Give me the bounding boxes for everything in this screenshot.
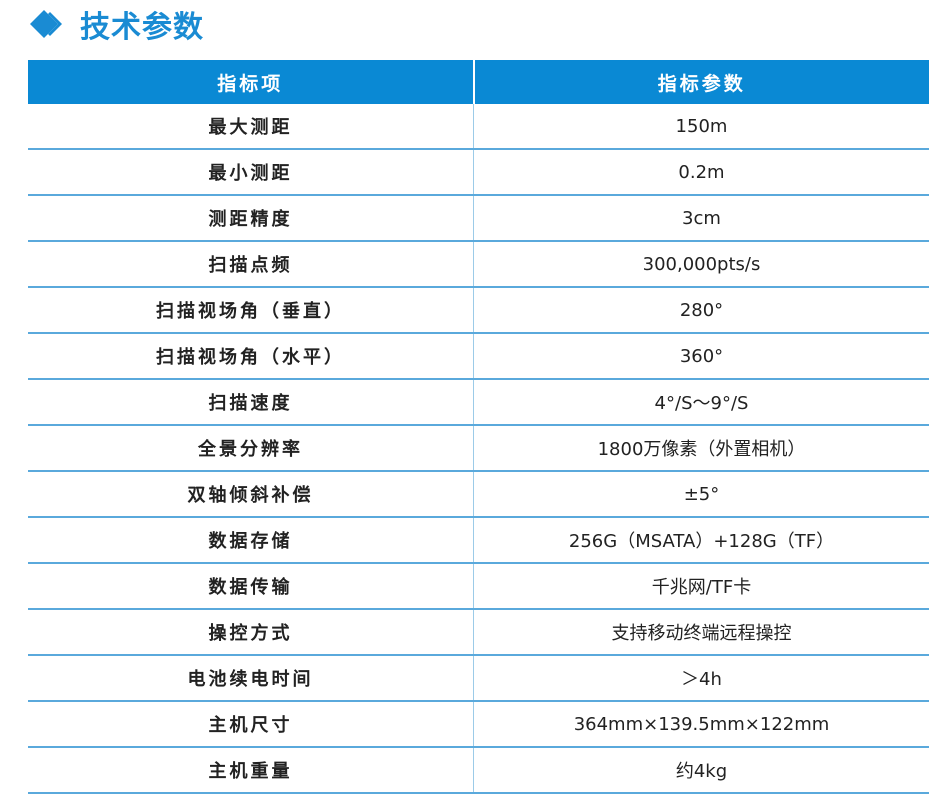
header-item: 指标项 bbox=[28, 60, 475, 104]
table-row: 最大测距 150m bbox=[28, 104, 929, 150]
spec-value: 360° bbox=[473, 333, 929, 380]
table-row: 扫描视场角（垂直） 280° bbox=[28, 287, 929, 334]
table-row: 扫描速度 4°/S～9°/S bbox=[28, 379, 929, 426]
header-value: 指标参数 bbox=[473, 60, 929, 104]
spec-name: 数据存储 bbox=[28, 517, 474, 564]
spec-value: 3cm bbox=[473, 195, 929, 242]
table-row: 扫描视场角（水平） 360° bbox=[28, 333, 929, 380]
table-row: 电池续电时间 ＞4h bbox=[28, 655, 929, 702]
page-title: 技术参数 bbox=[80, 10, 204, 45]
spec-name: 数据传输 bbox=[28, 563, 474, 610]
table-row: 测距精度 3cm bbox=[28, 195, 929, 242]
table-row: 主机尺寸 364mm×139.5mm×122mm bbox=[28, 701, 929, 748]
spec-value: 约4kg bbox=[473, 747, 929, 794]
spec-name: 扫描视场角（垂直） bbox=[28, 287, 474, 334]
spec-value: 256G（MSATA）+128G（TF） bbox=[473, 517, 929, 564]
table-row: 扫描点频 300,000pts/s bbox=[28, 241, 929, 288]
spec-value: 千兆网/TF卡 bbox=[473, 563, 929, 610]
spec-name: 主机尺寸 bbox=[28, 701, 474, 748]
spec-name: 主机重量 bbox=[28, 747, 474, 794]
table-row: 全景分辨率 1800万像素（外置相机） bbox=[28, 425, 929, 472]
spec-value: 280° bbox=[473, 287, 929, 334]
spec-name: 扫描速度 bbox=[28, 379, 474, 426]
spec-name: 电池续电时间 bbox=[28, 655, 474, 702]
section-title: 技术参数 bbox=[28, 4, 204, 45]
spec-value: 4°/S～9°/S bbox=[473, 379, 929, 426]
table-row: 主机重量 约4kg bbox=[28, 747, 929, 794]
table-row: 双轴倾斜补偿 ±5° bbox=[28, 471, 929, 518]
table-row: 最小测距 0.2m bbox=[28, 149, 929, 196]
spec-table: 指标项 指标参数 最大测距 150m 最小测距 0.2m 测距精度 3cm 扫描点频 300,… bbox=[28, 60, 929, 794]
spec-value: 150m bbox=[473, 104, 929, 150]
spec-name: 测距精度 bbox=[28, 195, 474, 242]
spec-value: 0.2m bbox=[473, 149, 929, 196]
table-row: 操控方式 支持移动终端远程操控 bbox=[28, 609, 929, 656]
spec-name: 最大测距 bbox=[28, 104, 474, 150]
spec-value: ±5° bbox=[473, 471, 929, 518]
table-row: 数据存储 256G（MSATA）+128G（TF） bbox=[28, 517, 929, 564]
spec-name: 全景分辨率 bbox=[28, 425, 474, 472]
spec-name: 扫描视场角（水平） bbox=[28, 333, 474, 380]
spec-value: 1800万像素（外置相机） bbox=[473, 425, 929, 472]
spec-name: 双轴倾斜补偿 bbox=[28, 471, 474, 518]
spec-value: 364mm×139.5mm×122mm bbox=[473, 701, 929, 748]
spec-value: ＞4h bbox=[473, 655, 929, 702]
spec-name: 操控方式 bbox=[28, 609, 474, 656]
spec-value: 300,000pts/s bbox=[473, 241, 929, 288]
spec-name: 最小测距 bbox=[28, 149, 474, 196]
spec-value: 支持移动终端远程操控 bbox=[473, 609, 929, 656]
spec-name: 扫描点频 bbox=[28, 241, 474, 288]
table-row: 数据传输 千兆网/TF卡 bbox=[28, 563, 929, 610]
table-header: 指标项 指标参数 bbox=[28, 60, 929, 104]
diamond-icon bbox=[30, 10, 62, 38]
